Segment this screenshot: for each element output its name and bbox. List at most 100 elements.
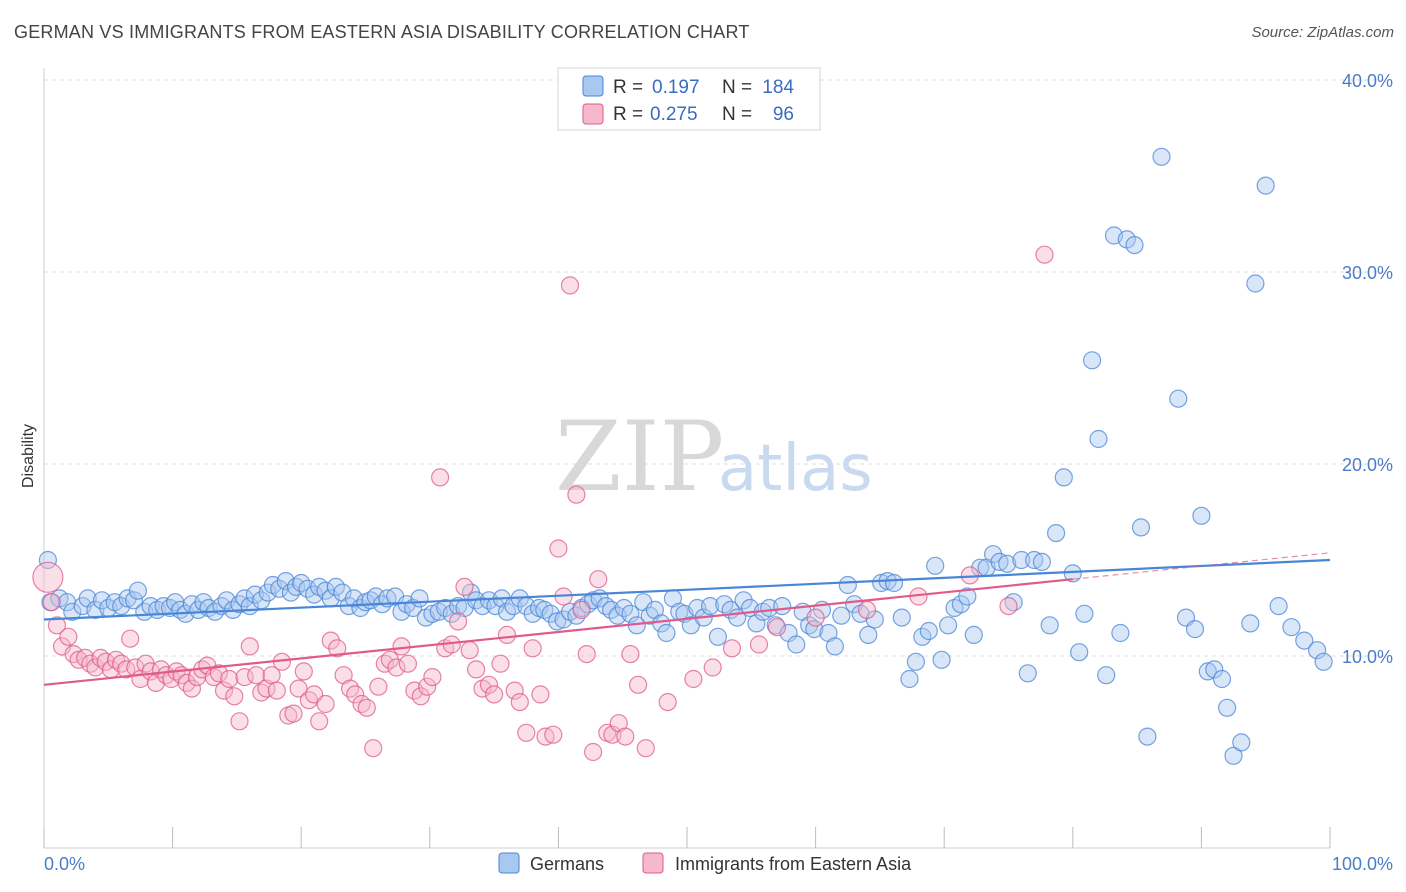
source-label: Source: ZipAtlas.com: [1251, 24, 1394, 41]
data-point: [567, 485, 586, 504]
data-point: [497, 625, 517, 645]
data-point: [787, 635, 806, 654]
data-point: [1269, 596, 1288, 616]
data-point: [1212, 669, 1232, 689]
data-point: [805, 619, 824, 639]
data-point: [485, 685, 504, 704]
data-point: [1282, 618, 1301, 637]
data-point: [455, 577, 474, 597]
data-point: [999, 596, 1018, 616]
data-point: [387, 658, 406, 677]
data-point: [531, 685, 550, 704]
legend-swatch-eastern-asia: [582, 103, 604, 125]
y-tick-labels: 10.0% 20.0% 30.0% 40.0%: [1342, 71, 1393, 667]
data-point: [346, 685, 365, 704]
data-point: [276, 571, 295, 591]
data-point: [1018, 664, 1037, 683]
data-point: [857, 600, 877, 620]
data-point: [1070, 643, 1089, 662]
data-point: [1040, 616, 1059, 635]
data-point: [1035, 245, 1054, 264]
data-point: [59, 627, 78, 646]
legend-r-label-eastern-asia: R =: [613, 104, 643, 125]
data-point: [182, 679, 201, 698]
data-point: [364, 739, 383, 758]
data-point: [523, 639, 542, 658]
data-point: [230, 712, 249, 731]
data-point: [235, 667, 254, 687]
data-point: [560, 276, 580, 295]
data-point: [865, 610, 884, 629]
data-point: [510, 692, 529, 712]
data-point: [64, 644, 83, 664]
legend-r-value-eastern-asia: 0.275: [650, 104, 698, 125]
data-point: [112, 654, 131, 673]
data-point: [900, 669, 919, 689]
data-point: [684, 669, 703, 689]
series-legend: Germans Immigrants from Eastern Asia: [498, 852, 912, 874]
data-point: [1169, 389, 1188, 408]
legend-n-label-eastern-asia: N =: [722, 104, 752, 125]
legend-n-value-germans: 184: [762, 77, 794, 98]
data-point: [572, 600, 591, 620]
data-point: [1075, 604, 1094, 623]
data-point: [1232, 733, 1251, 752]
data-point: [491, 654, 510, 673]
data-point: [1032, 552, 1052, 572]
series-legend-swatch-germans: [498, 852, 520, 874]
data-point: [1111, 623, 1130, 643]
data-point: [240, 637, 259, 656]
y-tick-label: 30.0%: [1342, 263, 1393, 283]
data-point: [267, 681, 286, 700]
trend-line-eastern-asia: [43, 578, 1073, 686]
data-point: [1224, 746, 1243, 765]
y-axis-title: Disability: [20, 424, 37, 488]
x-tick-label-max: 100.0%: [1332, 854, 1393, 874]
data-point: [1152, 147, 1171, 166]
data-point: [998, 554, 1017, 573]
data-point: [220, 669, 239, 689]
data-point: [214, 681, 234, 700]
data-point: [767, 618, 787, 637]
data-point: [467, 660, 486, 679]
legend-n-value-eastern-asia: 96: [773, 104, 794, 125]
chart-title: GERMAN VS IMMIGRANTS FROM EASTERN ASIA D…: [14, 22, 750, 42]
legend-r-label-germans: R =: [613, 77, 643, 98]
data-point: [658, 692, 677, 712]
data-point: [209, 664, 228, 683]
data-point: [47, 616, 67, 635]
trend-line-germans: [43, 558, 1331, 621]
series-germans-points: [38, 147, 1333, 765]
data-point: [1138, 727, 1157, 746]
data-point: [544, 725, 563, 744]
watermark: ZIP atlas: [555, 401, 873, 513]
data-point: [1012, 550, 1031, 570]
data-point: [616, 727, 635, 746]
data-point: [1314, 652, 1333, 671]
data-point: [1054, 468, 1073, 487]
data-point: [958, 587, 977, 606]
data-point: [832, 606, 851, 625]
y-tick-label: 10.0%: [1342, 647, 1393, 667]
series-legend-swatch-eastern-asia: [642, 852, 664, 874]
data-point: [225, 687, 244, 706]
data-point: [369, 677, 388, 696]
data-point: [247, 666, 266, 685]
data-point: [1185, 619, 1205, 639]
watermark-atlas: atlas: [718, 432, 873, 506]
data-point: [404, 598, 423, 618]
data-point: [505, 681, 524, 700]
data-point: [1246, 274, 1265, 293]
data-point: [872, 573, 891, 593]
data-point: [932, 650, 951, 669]
data-point: [328, 639, 347, 658]
legend-n-label-germans: N =: [722, 77, 752, 98]
data-point: [1063, 564, 1082, 583]
data-point: [938, 616, 958, 635]
data-point: [859, 625, 878, 645]
data-point: [1256, 176, 1275, 195]
data-point: [773, 596, 792, 616]
data-point: [32, 561, 64, 593]
data-point: [1125, 236, 1144, 255]
data-point: [398, 654, 417, 673]
